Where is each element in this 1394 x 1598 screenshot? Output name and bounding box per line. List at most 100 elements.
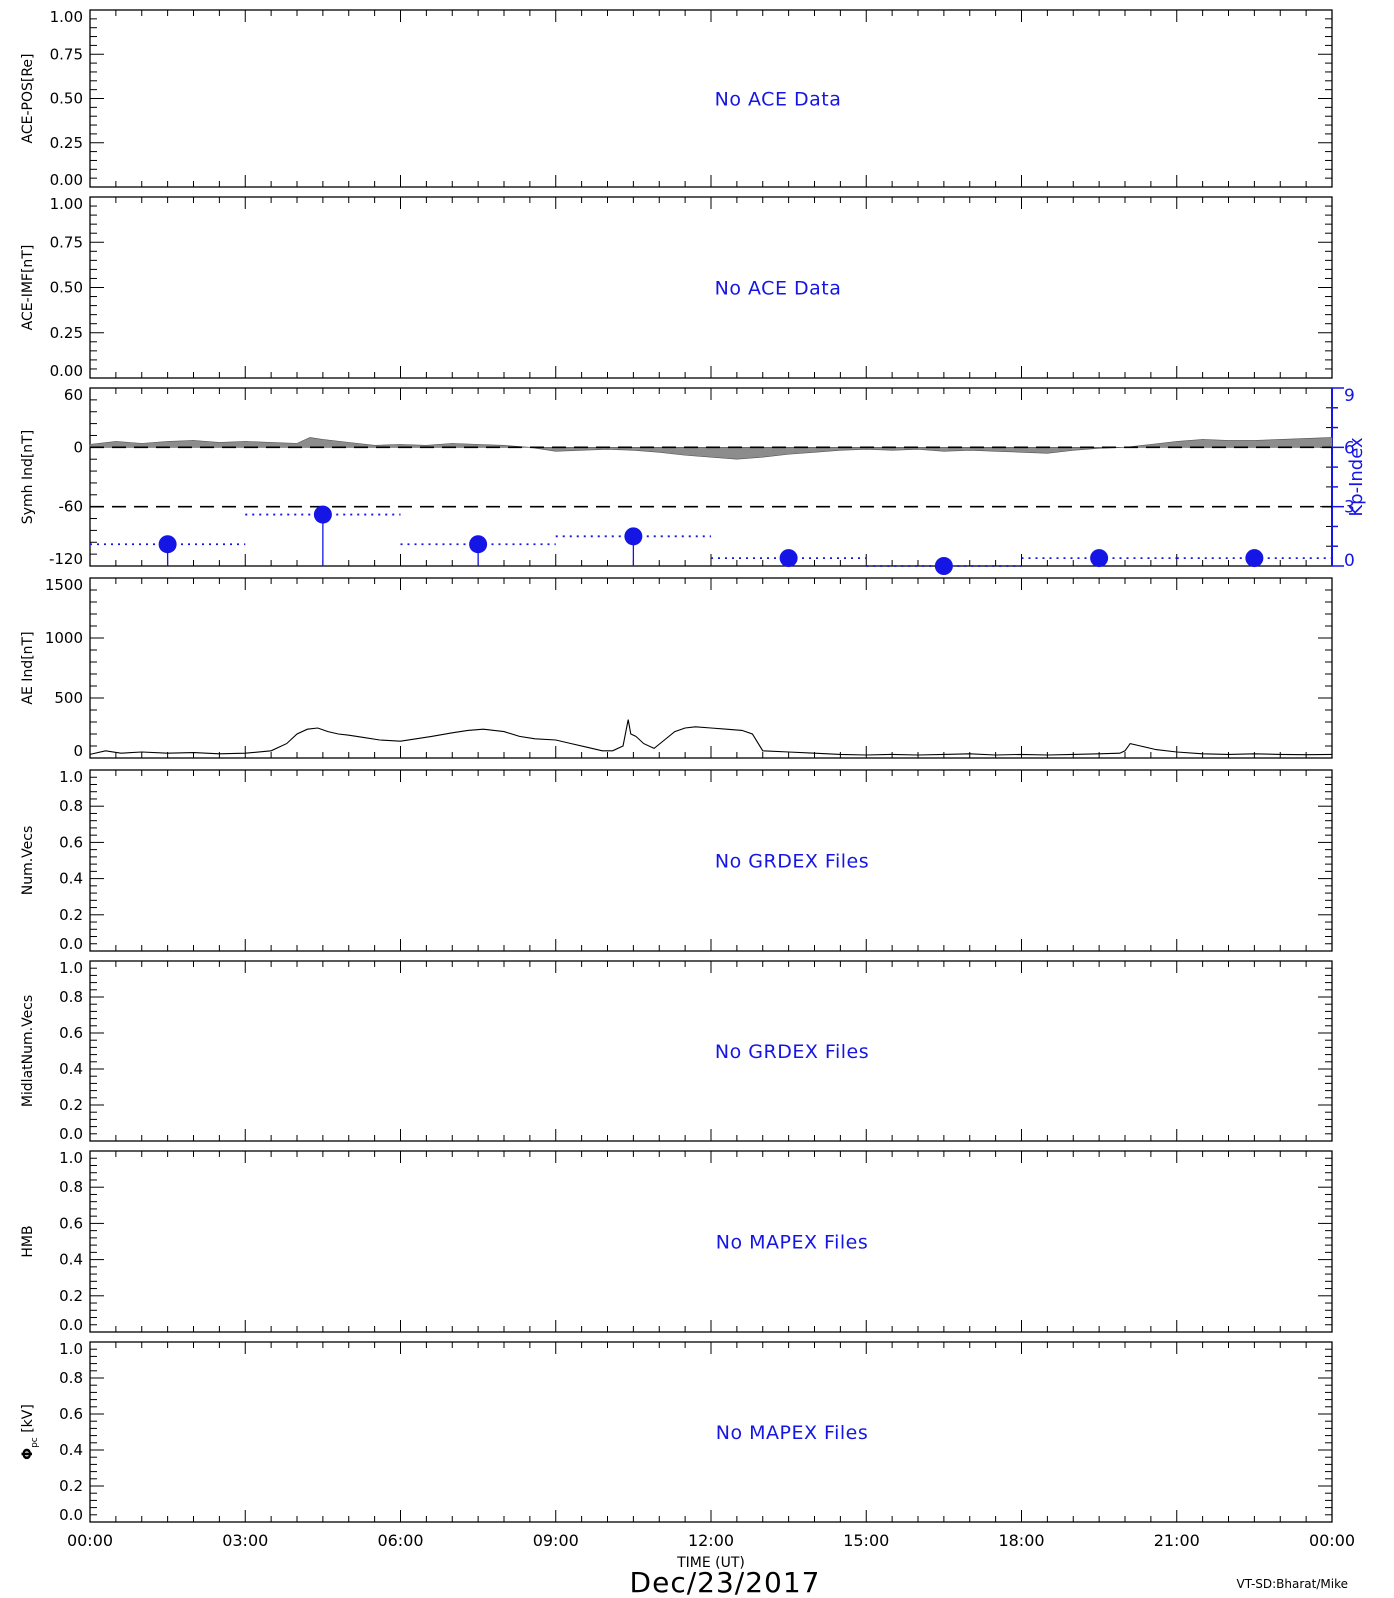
x-tick-label: 00:00 [1309, 1531, 1355, 1550]
y-tick-label: 1.0 [59, 768, 83, 786]
time-axis: 00:00 03:00 06:00 09:00 12:00 15:00 18:00 21:00… [67, 1531, 1355, 1550]
y-tick-label: 0.50 [50, 279, 83, 297]
kp-marker [313, 505, 332, 524]
y-tick-label: -120 [49, 550, 83, 568]
y-tick-label: 0.00 [50, 171, 83, 189]
no-data-message: No GRDEX Files [715, 851, 869, 873]
y-tick-label: 0.2 [59, 1477, 83, 1495]
kp-marker [1090, 549, 1109, 568]
kp-marker [1245, 549, 1264, 568]
y-tick-label: 0.0 [59, 1316, 83, 1334]
x-tick-label: 06:00 [377, 1531, 423, 1550]
x-tick-label: 03:00 [222, 1531, 268, 1550]
panel-ace-imf: 0.00 0.25 0.50 0.75 1.00 ACE-IMF[nT] No ACE Da… [20, 195, 1333, 380]
y-tick-label: -60 [59, 498, 84, 516]
y-tick-label: 0.4 [59, 870, 83, 888]
y-tick-label: 0 [73, 438, 83, 456]
y-tick-label: 0.75 [50, 233, 83, 251]
y-axis-title: Symh Ind[nT] [20, 430, 36, 524]
kp-tick-label: 3 [1344, 498, 1355, 518]
kp-marker [158, 535, 177, 554]
panel-midlat-num-vecs: 0.0 0.2 0.4 0.6 0.8 1.0 MidlatNum.Vecs No GRDEX… [20, 959, 1333, 1143]
kp-tick-label: 9 [1344, 386, 1355, 406]
kp-marker [934, 557, 953, 575]
y-axis-title-subscript: pc [30, 1437, 40, 1448]
y-tick-label: 0.0 [59, 1125, 83, 1143]
y-tick-label: 1.00 [50, 8, 83, 26]
kp-axis-title: Kp-Index [1346, 437, 1367, 517]
no-data-message: No MAPEX Files [716, 1422, 868, 1444]
y-tick-label: 0.8 [59, 1369, 83, 1387]
y-tick-label: 0.6 [59, 1405, 83, 1423]
y-tick-label: 0.6 [59, 1024, 83, 1042]
y-tick-label: 0.25 [50, 324, 83, 342]
y-tick-label: 0.0 [59, 1506, 83, 1524]
y-tick-label: 0.4 [59, 1251, 83, 1269]
y-tick-label: 1.0 [59, 959, 83, 977]
x-tick-label: 12:00 [688, 1531, 734, 1550]
y-tick-label: 0.75 [50, 45, 83, 63]
y-tick-label: 0.6 [59, 833, 83, 851]
y-tick-label: 500 [54, 689, 83, 707]
kp-marker [779, 549, 798, 568]
y-tick-label: 0.2 [59, 906, 83, 924]
y-axis-title: ACE-POS[Re] [20, 54, 36, 144]
panel-frame [89, 1150, 1333, 1333]
y-tick-label: 0.25 [50, 134, 83, 152]
y-tick-label: 1.0 [59, 1149, 83, 1167]
x-tick-label: 21:00 [1154, 1531, 1200, 1550]
kp-tick-label: 6 [1344, 438, 1355, 458]
y-tick-label: 60 [64, 386, 83, 404]
panel-hmb: 0.0 0.2 0.4 0.6 0.8 1.0 HMB No MAPEX Files [20, 1149, 1333, 1334]
kp-marker [469, 535, 488, 554]
y-tick-label: 1.0 [59, 1340, 83, 1358]
x-tick-label: 15:00 [843, 1531, 889, 1550]
y-tick-label: 0.4 [59, 1441, 83, 1459]
x-tick-label: 09:00 [533, 1531, 579, 1550]
y-tick-label: 0.00 [50, 362, 83, 380]
kp-tick-label: 0 [1344, 551, 1355, 571]
time-axis-title: TIME (UT) [676, 1555, 745, 1571]
y-tick-label: 0.4 [59, 1060, 83, 1078]
y-axis-title: ACE-IMF[nT] [20, 245, 36, 331]
no-data-message: No GRDEX Files [715, 1041, 869, 1063]
panel-ae: 0 500 1000 1500 AE Ind[nT] [20, 576, 1333, 760]
panel-symh: -120 -60 0 60 Symh Ind[nT] 0 3 6 9 Kp-Index [20, 386, 1367, 575]
panel-phi-pc: 0.0 0.2 0.4 0.6 0.8 1.0 Φpc [kV] No MAPEX Files [20, 1340, 1333, 1524]
y-axis-title: HMB [20, 1225, 36, 1257]
ae-line [89, 719, 1333, 756]
y-tick-label: 0.2 [59, 1287, 83, 1305]
y-axis-title: Num.Vecs [20, 826, 36, 896]
y-tick-label: 0.50 [50, 90, 83, 108]
no-data-message: No ACE Data [715, 278, 842, 300]
y-tick-label: 0.6 [59, 1214, 83, 1232]
y-tick-label: 0.8 [59, 988, 83, 1006]
y-axis-title-unit: [kV] [20, 1404, 36, 1437]
symh-area [89, 437, 1333, 460]
y-axis-title: AE Ind[nT] [20, 631, 36, 704]
y-tick-label: 1500 [45, 576, 83, 594]
kp-marker [624, 527, 643, 546]
panel-frame [89, 960, 1333, 1142]
y-tick-label: 0.8 [59, 797, 83, 815]
x-tick-label: 18:00 [998, 1531, 1044, 1550]
y-tick-label: 1000 [45, 629, 83, 647]
panel-ace-pos: 0.00 0.25 0.50 0.75 1.00 ACE-POS[Re] No ACE Da… [20, 8, 1333, 189]
y-axis-title: Φpc [kV] [20, 1404, 40, 1460]
y-tick-label: 0 [73, 742, 83, 760]
panel-frame [89, 9, 1333, 188]
no-data-message: No MAPEX Files [716, 1232, 868, 1254]
panel-frame [89, 387, 1333, 567]
x-tick-label: 00:00 [67, 1531, 113, 1550]
panel-num-vecs: 0.0 0.2 0.4 0.6 0.8 1.0 Num.Vecs No GRDEX Files [20, 768, 1333, 953]
no-data-message: No ACE Data [715, 89, 842, 111]
date-label: Dec/23/2017 [630, 1566, 821, 1598]
panel-frame [89, 1341, 1333, 1523]
y-tick-label: 1.00 [50, 195, 83, 213]
y-axis-title-symbol: Φ [20, 1448, 36, 1460]
y-tick-label: 0.8 [59, 1178, 83, 1196]
y-tick-label: 0.0 [59, 935, 83, 953]
panel-frame [89, 196, 1333, 379]
